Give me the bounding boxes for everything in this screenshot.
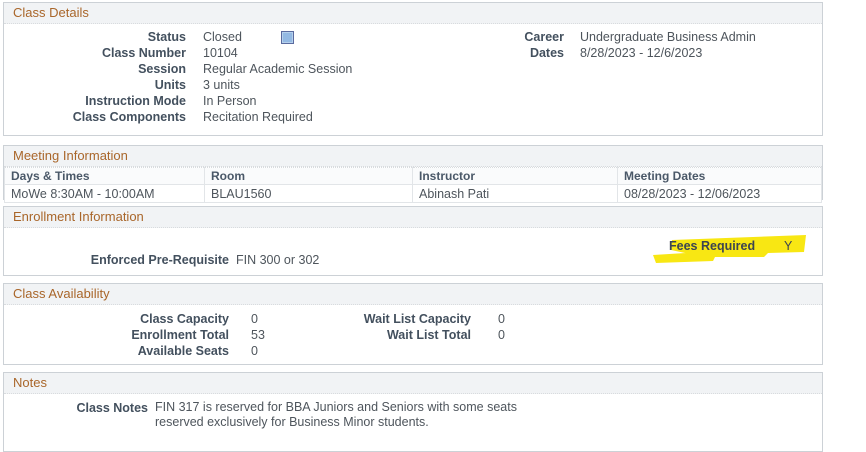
col-meeting-dates: Meeting Dates <box>617 167 822 185</box>
table-row: MoWe 8:30AM - 10:00AM BLAU1560 Abinash P… <box>4 184 822 203</box>
wait-list-total-label: Wait List Total <box>386 328 471 342</box>
class-number-value: 10104 <box>203 46 238 60</box>
field-enforced-prerequisite: Enforced Pre-Requisite FIN 300 or 302 <box>4 252 320 268</box>
class-notes-value: FIN 317 is reserved for BBA Juniors and … <box>155 400 517 430</box>
meeting-table: Days & Times Room Instructor Meeting Dat… <box>4 167 822 203</box>
career-label: Career <box>524 30 564 44</box>
section-class-details: Class Details Status Closed Class Number… <box>3 2 823 136</box>
availability-right-column: Wait List Capacity 0 Wait List Total 0 <box>304 311 505 343</box>
field-class-components: Class Components Recitation Required <box>4 109 822 125</box>
col-instructor: Instructor <box>412 167 618 185</box>
field-instruction-mode: Instruction Mode In Person <box>4 93 822 109</box>
cell-days-times: MoWe 8:30AM - 10:00AM <box>4 184 205 203</box>
class-capacity-value: 0 <box>251 312 258 326</box>
class-notes-label: Class Notes <box>76 401 148 415</box>
units-value: 3 units <box>203 78 240 92</box>
instruction-mode-value: In Person <box>203 94 257 108</box>
meeting-information-title: Meeting Information <box>4 146 822 167</box>
available-seats-label: Available Seats <box>137 344 229 358</box>
cell-meeting-dates: 08/28/2023 - 12/06/2023 <box>617 184 822 203</box>
enrollment-total-value: 53 <box>251 328 265 342</box>
field-class-number: Class Number 10104 <box>4 45 822 61</box>
field-dates: Dates 8/28/2023 - 12/6/2023 <box>434 45 756 61</box>
meeting-table-header-row: Days & Times Room Instructor Meeting Dat… <box>4 167 822 185</box>
fees-required-value: Y <box>784 239 793 253</box>
class-components-value: Recitation Required <box>203 110 313 124</box>
class-details-page: { "colors": { "section_title": "#a9662a"… <box>3 2 823 452</box>
col-days-times: Days & Times <box>4 167 205 185</box>
enrollment-information-title: Enrollment Information <box>4 207 822 228</box>
field-status: Status Closed <box>4 29 822 45</box>
field-enrollment-total: Enrollment Total 53 <box>4 327 822 343</box>
class-details-title: Class Details <box>4 3 822 24</box>
available-seats-value: 0 <box>251 344 258 358</box>
enforced-prerequisite-label: Enforced Pre-Requisite <box>90 253 229 267</box>
units-label: Units <box>154 78 186 92</box>
cell-room: BLAU1560 <box>204 184 413 203</box>
class-availability-title: Class Availability <box>4 284 822 305</box>
class-details-right-column: Career Undergraduate Business Admin Date… <box>434 29 756 61</box>
section-meeting-information: Meeting Information Days & Times Room In… <box>3 145 823 203</box>
notes-title: Notes <box>4 373 822 394</box>
field-class-capacity: Class Capacity 0 <box>4 311 822 327</box>
career-value: Undergraduate Business Admin <box>580 30 756 44</box>
wait-list-capacity-label: Wait List Capacity <box>363 312 471 326</box>
enforced-prerequisite-value: FIN 300 or 302 <box>236 253 320 267</box>
enrollment-total-label: Enrollment Total <box>131 328 229 342</box>
dates-value: 8/28/2023 - 12/6/2023 <box>580 46 703 60</box>
field-session: Session Regular Academic Session <box>4 61 822 77</box>
dates-label: Dates <box>529 46 564 60</box>
notes-body: Class Notes FIN 317 is reserved for BBA … <box>4 394 822 430</box>
field-units: Units 3 units <box>4 77 822 93</box>
field-career: Career Undergraduate Business Admin <box>434 29 756 45</box>
class-details-left-column: Status Closed Class Number 10104 Session… <box>4 24 822 125</box>
section-notes: Notes Class Notes FIN 317 is reserved fo… <box>3 372 823 452</box>
cell-instructor: Abinash Pati <box>412 184 618 203</box>
session-value: Regular Academic Session <box>203 62 353 76</box>
section-enrollment-information: Enrollment Information Fees Required Y E… <box>3 206 823 276</box>
class-capacity-label: Class Capacity <box>140 312 229 326</box>
class-components-label: Class Components <box>72 110 186 124</box>
class-notes-line-1: FIN 317 is reserved for BBA Juniors and … <box>155 400 517 414</box>
class-notes-line-2: reserved exclusively for Business Minor … <box>155 415 429 429</box>
availability-left-column: Class Capacity 0 Enrollment Total 53 Ava… <box>4 305 822 359</box>
field-available-seats: Available Seats 0 <box>4 343 822 359</box>
fees-required-label: Fees Required <box>669 239 756 253</box>
session-label: Session <box>138 62 186 76</box>
col-room: Room <box>204 167 413 185</box>
field-wait-list-capacity: Wait List Capacity 0 <box>304 311 505 327</box>
wait-list-capacity-value: 0 <box>498 312 505 326</box>
section-class-availability: Class Availability Class Capacity 0 Enro… <box>3 283 823 365</box>
status-value: Closed <box>203 30 242 44</box>
class-number-label: Class Number <box>101 46 186 60</box>
wait-list-total-value: 0 <box>498 328 505 342</box>
status-label: Status <box>147 30 186 44</box>
field-wait-list-total: Wait List Total 0 <box>304 327 505 343</box>
closed-status-icon <box>281 31 294 44</box>
field-class-notes: Class Notes FIN 317 is reserved for BBA … <box>4 400 822 430</box>
yellow-highlighter-mark <box>653 235 806 263</box>
instruction-mode-label: Instruction Mode <box>85 94 186 108</box>
